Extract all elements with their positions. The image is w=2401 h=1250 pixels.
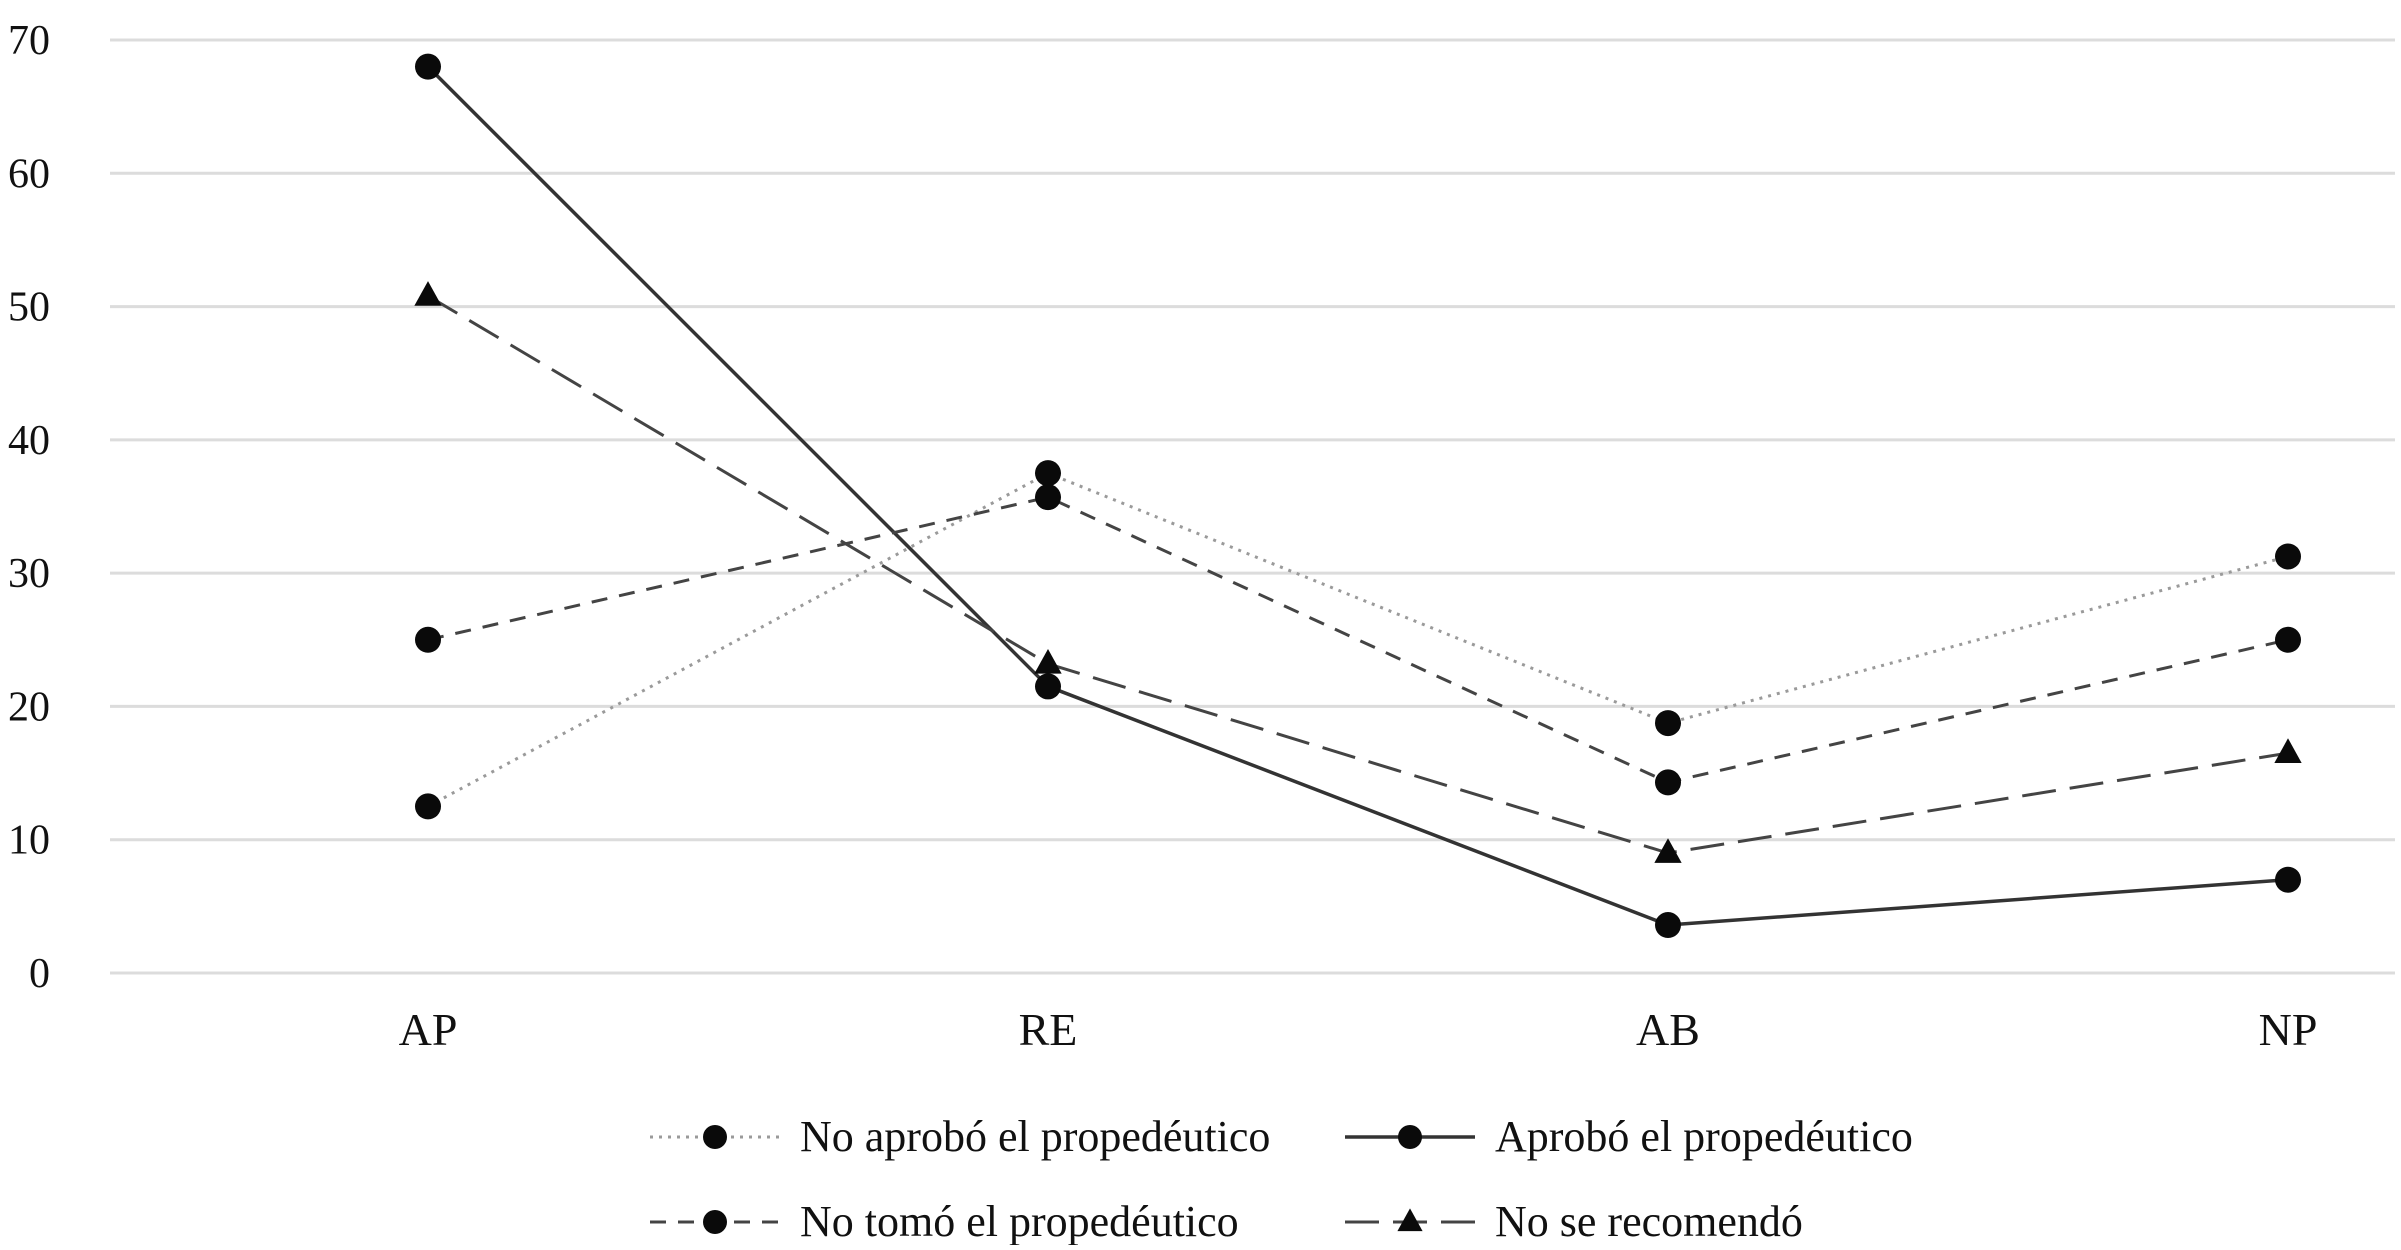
x-tick-label-np: NP	[2259, 1004, 2318, 1055]
data-point-s3-re	[1035, 484, 1061, 511]
legend-swatch-marker-3	[703, 1210, 727, 1234]
legend-item-3: No tomó el propedéutico	[650, 1197, 1239, 1246]
data-point-s2-re	[1035, 673, 1061, 700]
data-point-s4-re	[1034, 648, 1062, 674]
data-point-s3-ap	[415, 626, 441, 653]
legend-label-2: Aprobó el propedéutico	[1495, 1112, 1913, 1161]
x-tick-label-ap: AP	[399, 1004, 458, 1055]
x-axis-ticks: AP RE AB NP	[399, 1004, 2318, 1055]
x-tick-label-ab: AB	[1636, 1004, 1700, 1055]
data-point-s1-ap	[415, 793, 441, 820]
data-point-s2-ap	[415, 53, 441, 80]
series-group	[414, 53, 2302, 939]
series-2	[415, 53, 2301, 939]
data-point-s4-ab	[1654, 838, 1682, 863]
y-tick-label-50: 50	[8, 285, 50, 331]
series-line-3	[427, 495, 2289, 784]
y-tick-label-30: 30	[8, 551, 50, 597]
gridlines	[110, 38, 2395, 975]
series-3	[415, 484, 2301, 796]
legend-label-1: No aprobó el propedéutico	[800, 1112, 1270, 1161]
data-point-s4-ap	[414, 281, 442, 306]
legend-label-3: No tomó el propedéutico	[800, 1197, 1239, 1245]
x-tick-label-re: RE	[1019, 1004, 1078, 1055]
data-point-s2-ab	[1655, 912, 1681, 939]
y-tick-label-10: 10	[8, 818, 50, 864]
series-4	[414, 281, 2302, 863]
series-line-1	[427, 471, 2289, 808]
legend-label-4: No se recomendó	[1495, 1197, 1803, 1245]
y-axis-ticks: 0 10 20 30 40 50 60 70	[8, 18, 50, 997]
data-point-s1-ab	[1655, 710, 1681, 737]
y-tick-label-20: 20	[8, 684, 50, 730]
series-line-4	[427, 294, 2289, 855]
data-point-s1-re	[1035, 460, 1061, 487]
series-line-2	[426, 65, 2289, 927]
data-point-s3-ab	[1655, 769, 1681, 796]
legend-item-4: No se recomendó	[1345, 1197, 1803, 1246]
y-tick-label-60: 60	[8, 151, 50, 197]
legend-swatch-marker-4	[1397, 1208, 1423, 1232]
series-1	[415, 460, 2301, 820]
y-tick-label-40: 40	[8, 418, 50, 464]
legend-item-2: Aprobó el propedéutico	[1345, 1112, 1913, 1161]
legend: No aprobó el propedéutico Aprobó el prope…	[650, 1112, 1913, 1246]
data-point-s3-np	[2275, 626, 2301, 653]
legend-item-1: No aprobó el propedéutico	[650, 1112, 1270, 1161]
data-point-s1-np	[2275, 543, 2301, 570]
data-point-s4-np	[2274, 738, 2302, 763]
data-point-s2-np	[2275, 866, 2301, 893]
y-tick-label-70: 70	[8, 18, 50, 64]
legend-swatch-marker-1	[703, 1125, 727, 1149]
legend-swatch-marker-2	[1398, 1125, 1422, 1149]
y-tick-label-0: 0	[29, 951, 50, 997]
